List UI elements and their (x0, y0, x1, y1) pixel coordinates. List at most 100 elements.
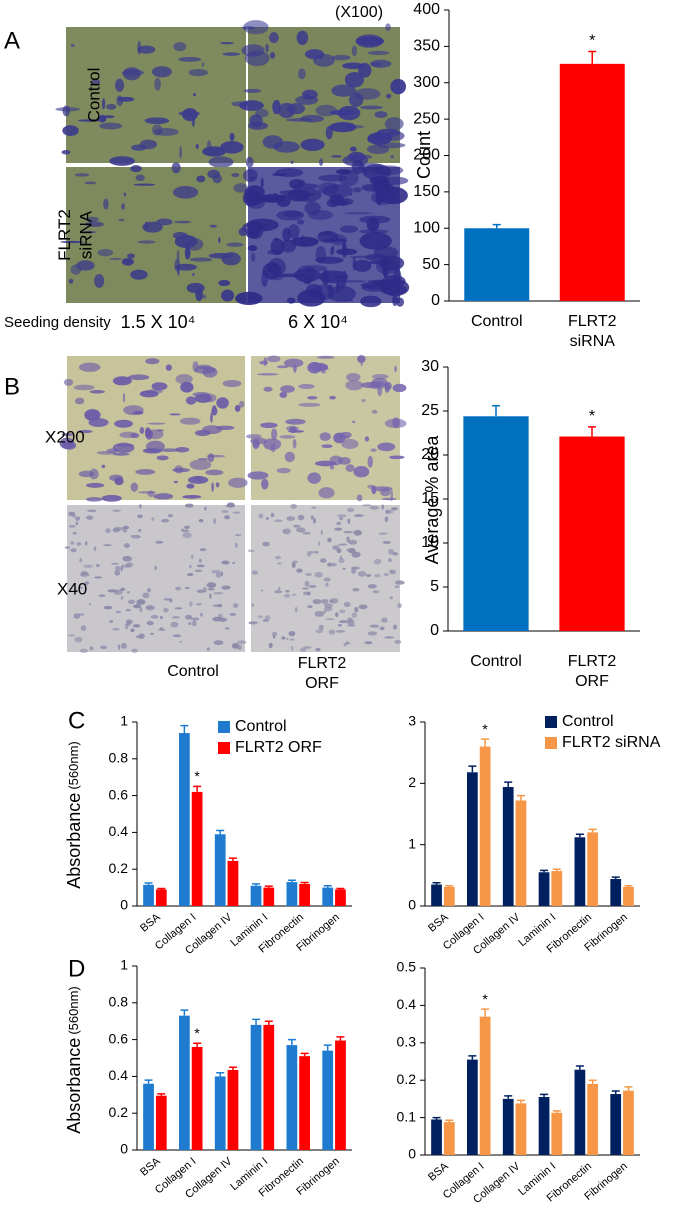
cell (260, 422, 278, 429)
row-label: X200 (45, 427, 85, 446)
cell (342, 567, 346, 570)
cell (207, 169, 220, 179)
row-label: X40 (57, 579, 87, 598)
cell (327, 285, 356, 302)
cell (221, 252, 241, 266)
cell (297, 514, 305, 521)
y-tick-label: 0.2 (397, 1071, 417, 1087)
cell (247, 221, 264, 240)
cell (236, 640, 247, 645)
cell (251, 603, 254, 607)
cell (215, 482, 220, 488)
cell (173, 42, 187, 52)
cell (85, 221, 104, 227)
cell (127, 253, 135, 259)
cell (137, 45, 156, 54)
cell (198, 518, 204, 523)
bar (502, 1098, 514, 1155)
cell (215, 572, 222, 578)
annotation: * (194, 1025, 200, 1041)
cell (199, 548, 207, 552)
cell (231, 173, 240, 178)
cell (109, 620, 114, 623)
cell (358, 604, 368, 610)
cell (323, 610, 327, 613)
panel-label: B (4, 373, 20, 400)
y-tick-label: 0 (408, 1146, 416, 1162)
error-bar (193, 1042, 202, 1047)
error-bar (504, 1095, 513, 1099)
cell (332, 54, 351, 61)
cell (307, 396, 318, 400)
cell (224, 627, 230, 630)
x-tick-label: BSA (426, 911, 451, 935)
cell (151, 517, 155, 522)
bar (479, 746, 491, 906)
cell (239, 400, 245, 408)
cell (70, 43, 75, 48)
cell (99, 645, 108, 650)
cell (112, 509, 121, 512)
cell (192, 272, 195, 277)
cell (364, 436, 370, 442)
cell (315, 629, 324, 634)
cell (300, 138, 325, 151)
cell (155, 540, 164, 544)
y-tick-label: 10 (421, 534, 439, 551)
cell (115, 78, 125, 92)
annotation: * (194, 768, 200, 784)
cell (191, 554, 194, 559)
legend-swatch (545, 737, 557, 749)
cell (285, 589, 290, 593)
y-tick-label: 0.6 (109, 786, 129, 802)
cell (132, 624, 141, 628)
cell (269, 52, 276, 59)
cell (189, 257, 213, 262)
cell (74, 589, 79, 592)
cell (262, 541, 270, 547)
cell (173, 480, 178, 484)
cell (120, 587, 126, 592)
cell (130, 628, 135, 633)
error-bar (144, 1079, 153, 1084)
cell (130, 482, 139, 492)
cell (341, 438, 359, 450)
y-tick-label: 0 (408, 897, 416, 913)
cell (280, 239, 296, 253)
cell (193, 475, 203, 482)
bar (515, 1103, 527, 1155)
cell (307, 361, 322, 374)
y-axis-label: Absorbance(560nm) (64, 741, 84, 889)
y-tick-label: 400 (413, 1, 440, 18)
error-bar (624, 885, 633, 887)
cell (224, 515, 231, 520)
bar (299, 883, 310, 906)
cell (292, 438, 297, 449)
row-label: Control (84, 68, 103, 123)
cell (360, 381, 381, 389)
cell (329, 455, 343, 466)
bar (443, 886, 455, 906)
bar (464, 228, 530, 301)
cell (113, 526, 124, 531)
cell (77, 119, 102, 122)
legend-swatch (545, 716, 557, 728)
cell (131, 534, 141, 539)
cell (216, 397, 229, 409)
bar (286, 882, 298, 906)
cell (74, 636, 83, 643)
cell (67, 634, 76, 637)
bar (515, 800, 527, 906)
cell (326, 199, 339, 208)
cell (356, 36, 385, 46)
error-bar (492, 223, 501, 229)
y-axis-label: Count (414, 131, 434, 179)
cell (286, 516, 296, 521)
micrograph (66, 27, 246, 163)
cell (291, 236, 319, 247)
cell (135, 635, 142, 639)
cell (381, 274, 406, 288)
cell (87, 509, 97, 513)
cell (161, 518, 170, 523)
y-tick-label: 0.2 (109, 860, 129, 876)
